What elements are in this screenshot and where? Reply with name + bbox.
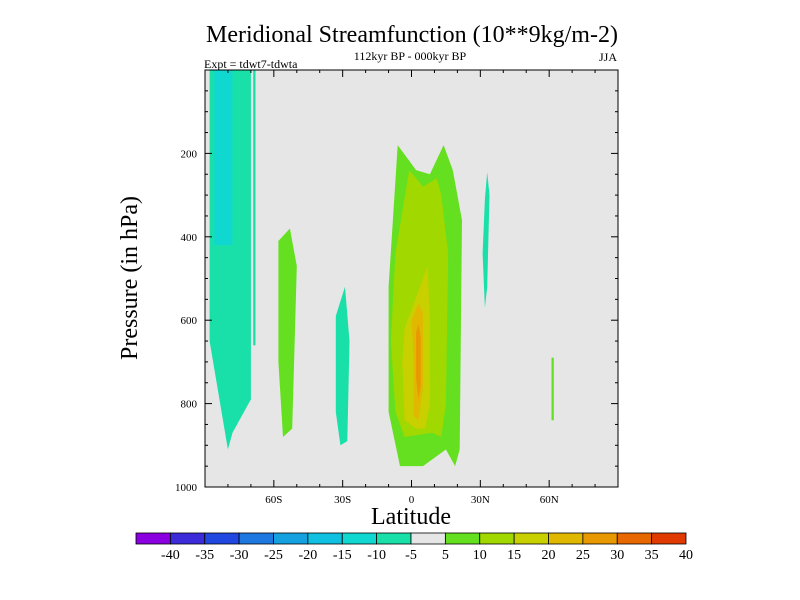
contour-region-south-polar-inner-negative (214, 70, 233, 246)
colorbar-label: 20 (542, 548, 556, 563)
colorbar-label: 5 (442, 548, 449, 563)
colorbar-swatch (204, 532, 240, 545)
colorbar-swatch (651, 532, 687, 545)
x-tick-label: 0 (409, 494, 415, 506)
colorbar-label: 40 (679, 548, 693, 563)
chart-subtitle: 112kyr BP - 000kyr BP (354, 49, 467, 63)
y-tick-label: 400 (181, 232, 198, 244)
y-tick-label: 800 (181, 399, 198, 411)
colorbar-swatch (307, 532, 343, 545)
colorbar-swatch (582, 532, 618, 545)
expt-annotation: Expt = tdwt7-tdwta (204, 57, 298, 71)
colorbar-swatch (513, 532, 549, 545)
colorbar-swatch (273, 532, 309, 545)
contour-region-southern-midlat-positive (278, 228, 297, 437)
contour-regions (209, 70, 554, 467)
colorbar-label: -10 (367, 548, 386, 563)
colorbar-label: -5 (405, 548, 417, 563)
colorbar-label: 10 (473, 548, 487, 563)
chart-title: Meridional Streamfunction (10**9kg/m-2) (206, 22, 618, 48)
colorbar-swatch (548, 532, 584, 545)
x-tick-label: 30S (334, 494, 351, 506)
colorbar: -40 -35 -30 -25 -20 -15 -10 -5 5 10 15 20 25 30 35 40 (135, 532, 693, 563)
y-tick-label: 1000 (175, 482, 198, 494)
colorbar-label: -15 (333, 548, 352, 563)
axis-ticks: 60S 30S 0 30N 60N 200 400 600 800 1000 (175, 70, 618, 506)
colorbar-label: -25 (264, 548, 283, 563)
colorbar-swatch (410, 532, 446, 545)
colorbar-label: 15 (507, 548, 521, 563)
x-axis-label: Latitude (371, 504, 451, 530)
colorbar-swatch (376, 532, 412, 545)
colorbar-label: -35 (195, 548, 214, 563)
colorbar-swatch (341, 532, 378, 545)
colorbar-label: -20 (299, 548, 318, 563)
colorbar-swatch (135, 532, 171, 545)
colorbar-label: -30 (230, 548, 249, 563)
colorbar-label: 35 (645, 548, 659, 563)
contour-region-nh-upper-negative (482, 172, 490, 308)
colorbar-swatch (238, 532, 274, 545)
contour-region-nh-highlat-positive (551, 357, 554, 421)
y-axis-label: Pressure (in hPa) (117, 196, 143, 360)
colorbar-label: 25 (576, 548, 590, 563)
contour-region-subtropical-negative (335, 286, 350, 446)
colorbar-swatch (444, 532, 481, 545)
colorbar-label: -40 (161, 548, 180, 563)
season-annotation: JJA (599, 50, 617, 64)
y-tick-label: 200 (181, 148, 198, 160)
y-tick-label: 600 (181, 315, 198, 327)
colorbar-swatch (616, 532, 653, 545)
contour-region-south-polar-sliver (253, 70, 256, 346)
x-tick-label: 60S (265, 494, 282, 506)
x-tick-label: 60N (540, 494, 559, 506)
contour-region-tropical-cell-25 (416, 324, 421, 400)
colorbar-swatch (479, 532, 515, 545)
x-tick-label: 30N (471, 494, 490, 506)
colorbar-swatch (169, 532, 206, 545)
colorbar-label: 30 (610, 548, 624, 563)
